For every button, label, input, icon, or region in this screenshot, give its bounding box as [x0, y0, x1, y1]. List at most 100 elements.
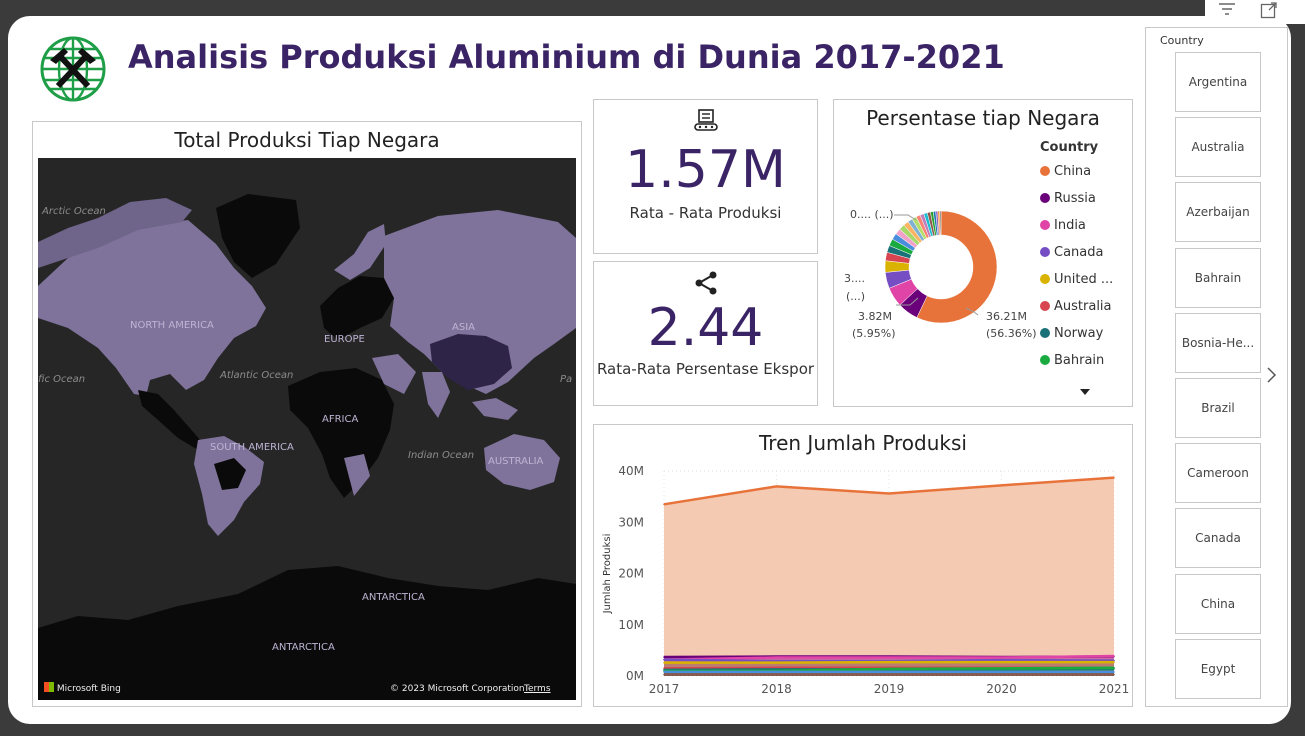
slicer-item[interactable]: Bahrain — [1175, 247, 1261, 308]
donut-label-china-value: 36.21M — [986, 310, 1027, 323]
slicer-item[interactable]: Australia — [1175, 117, 1261, 178]
map-title: Total Produksi Tiap Negara — [174, 128, 440, 152]
legend-item[interactable]: Russia — [1040, 191, 1096, 206]
data-point[interactable] — [1113, 655, 1115, 657]
data-point[interactable] — [663, 503, 665, 506]
map-label-antarctica-1: ANTARCTICA — [362, 592, 425, 603]
map-label-australia: AUSTRALIA — [488, 456, 544, 467]
donut-label-russia-pct: (5.95%) — [852, 327, 896, 340]
data-point[interactable] — [1000, 484, 1003, 487]
slicer-item[interactable]: Argentina — [1175, 52, 1261, 112]
legend-label: China — [1054, 164, 1092, 179]
donut-label-small-a: 3.... — [844, 272, 865, 285]
legend-dot — [1040, 220, 1050, 230]
area-fill — [664, 477, 1114, 676]
data-point[interactable] — [775, 661, 778, 664]
x-tick-label: 2020 — [986, 682, 1017, 696]
legend-item[interactable]: Australia — [1040, 299, 1112, 314]
legend-label: United ... — [1054, 272, 1114, 287]
data-point[interactable] — [1000, 673, 1003, 676]
data-point[interactable] — [1000, 671, 1003, 673]
data-point[interactable] — [1113, 673, 1115, 676]
data-point[interactable] — [663, 656, 665, 658]
legend-label: Canada — [1054, 245, 1104, 260]
data-point[interactable] — [1113, 661, 1115, 663]
data-point[interactable] — [663, 661, 665, 664]
y-tick-label: 40M — [618, 464, 644, 478]
data-point[interactable] — [888, 492, 890, 495]
data-point[interactable] — [1000, 667, 1003, 670]
data-point[interactable] — [663, 671, 665, 673]
data-point[interactable] — [775, 673, 778, 676]
legend-label: Norway — [1054, 326, 1104, 341]
legend-item[interactable]: Bahrain — [1040, 353, 1104, 368]
map-label-indian: Indian Ocean — [408, 450, 475, 461]
donut-title: Persentase tiap Negara — [866, 106, 1100, 130]
data-point[interactable] — [775, 671, 778, 673]
data-point[interactable] — [888, 661, 890, 663]
legend-label: Australia — [1054, 299, 1112, 314]
slicer-item[interactable]: China — [1175, 573, 1261, 634]
data-point[interactable] — [1113, 667, 1115, 669]
slicer-item[interactable]: Brazil — [1175, 378, 1261, 438]
data-point[interactable] — [1000, 659, 1003, 661]
donut-label-small-c: 0.... (...) — [850, 208, 894, 221]
x-tick-label: 2021 — [1099, 682, 1130, 696]
data-point[interactable] — [888, 671, 890, 673]
share-icon — [594, 270, 817, 300]
legend-item[interactable]: China — [1040, 164, 1091, 179]
data-point[interactable] — [1000, 661, 1003, 663]
donut-leader-lines — [894, 214, 979, 316]
world-map[interactable]: Arctic Ocean NORTH AMERICA Atlantic Ocea… — [38, 158, 576, 700]
legend-item[interactable]: United ... — [1040, 272, 1113, 287]
legend-label: Russia — [1054, 191, 1096, 206]
data-point[interactable] — [775, 656, 778, 659]
data-point[interactable] — [663, 673, 665, 676]
country-slicer — [1145, 27, 1288, 707]
legend-dot — [1040, 247, 1050, 257]
slicer-item[interactable]: Bosnia-He... — [1175, 312, 1261, 373]
chevron-right-icon[interactable] — [1266, 366, 1278, 384]
slicer-item[interactable]: Egypt — [1175, 638, 1261, 699]
kpi-avg-production-label: Rata - Rata Produksi — [629, 204, 782, 222]
donut-chart[interactable] — [834, 100, 1134, 408]
donut-panel: Persentase tiap Negara Country 36.21M (5… — [833, 99, 1133, 407]
bing-label: Microsoft Bing — [56, 684, 121, 694]
legend-dot — [1040, 328, 1050, 338]
expand-icon[interactable] — [1260, 1, 1278, 23]
terms-link[interactable]: Terms — [524, 684, 551, 694]
data-point[interactable] — [888, 668, 890, 670]
data-point[interactable] — [888, 656, 890, 659]
kpi-avg-export[interactable]: 2.44 Rata-Rata Persentase Ekspor — [593, 261, 818, 406]
filter-icon[interactable] — [1218, 1, 1236, 21]
slicer-item[interactable]: Azerbaijan — [1175, 182, 1261, 243]
data-point[interactable] — [775, 485, 778, 488]
trend-title: Tren Jumlah Produksi — [759, 431, 967, 455]
kpi-avg-production[interactable]: 1.57M Rata - Rata Produksi — [593, 99, 818, 254]
data-point[interactable] — [888, 673, 890, 676]
x-tick-label: 2019 — [874, 682, 905, 696]
trend-area-chart[interactable]: 0M 10M 20M 30M 40M 2017 2018 2019 2020 2021 Jumlah… — [594, 425, 1134, 708]
y-tick-label: 0M — [626, 669, 644, 683]
donut-slice[interactable] — [939, 210, 942, 236]
slicer-item[interactable]: Canada — [1175, 508, 1261, 569]
map-label-north-america: NORTH AMERICA — [130, 320, 214, 331]
data-point[interactable] — [663, 658, 665, 661]
y-tick-label: 30M — [618, 515, 644, 529]
legend-item[interactable]: India — [1040, 218, 1086, 233]
legend-item[interactable]: Canada — [1040, 245, 1103, 260]
mining-globe-icon — [38, 36, 108, 102]
donut-slice[interactable] — [916, 210, 998, 324]
legend-item[interactable]: Norway — [1040, 326, 1103, 341]
donut-label-russia-value: 3.82M — [858, 310, 892, 323]
slicer-item[interactable]: Cameroon — [1175, 443, 1261, 504]
data-point[interactable] — [1000, 656, 1003, 659]
donut-legend-title: Country — [1040, 140, 1099, 155]
map-label-antarctica-2: ANTARCTICA — [272, 642, 335, 653]
data-point[interactable] — [1113, 476, 1115, 479]
y-axis-label: Jumlah Produksi — [602, 534, 613, 615]
caret-down-icon[interactable] — [1079, 388, 1091, 396]
map-label-asia: ASIA — [452, 322, 475, 333]
map-label-pacific-left: fic Ocean — [38, 374, 86, 385]
data-point[interactable] — [1113, 671, 1115, 673]
